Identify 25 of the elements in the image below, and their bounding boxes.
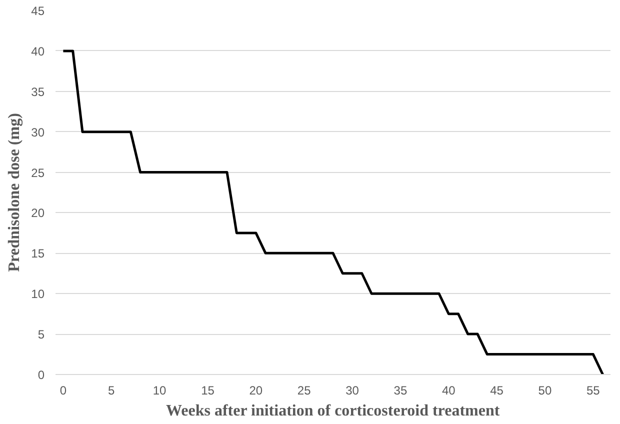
x-tick-label: 35 [394, 384, 408, 398]
y-tick-label: 45 [31, 4, 45, 18]
y-tick-label: 0 [38, 368, 45, 382]
y-tick-label: 20 [31, 206, 45, 220]
x-tick-label: 50 [538, 384, 552, 398]
x-tick-label: 0 [60, 384, 67, 398]
y-axis-title: Prednisolone dose (mg) [6, 113, 24, 272]
x-tick-label: 20 [249, 384, 263, 398]
y-tick-label: 40 [31, 44, 45, 58]
x-tick-label: 55 [586, 384, 600, 398]
x-axis-title: Weeks after initiation of corticosteroid treatment [166, 402, 500, 420]
y-tick-label: 30 [31, 125, 45, 140]
y-tick-label: 5 [38, 328, 45, 342]
x-tick-label: 5 [108, 384, 116, 398]
x-tick-label: 10 [152, 384, 167, 398]
y-tick-label: 35 [31, 84, 45, 99]
x-tick-label: 30 [346, 384, 360, 398]
x-tick-label: 15 [201, 384, 215, 398]
line-series [62, 50, 604, 374]
y-tick-label: 10 [31, 287, 45, 302]
x-tick-label: 25 [297, 384, 312, 398]
y-tick-label: 15 [31, 246, 45, 261]
y-tick-label: 25 [31, 166, 45, 180]
x-tick-label: 40 [442, 384, 456, 398]
x-tick-label: 45 [490, 384, 504, 398]
